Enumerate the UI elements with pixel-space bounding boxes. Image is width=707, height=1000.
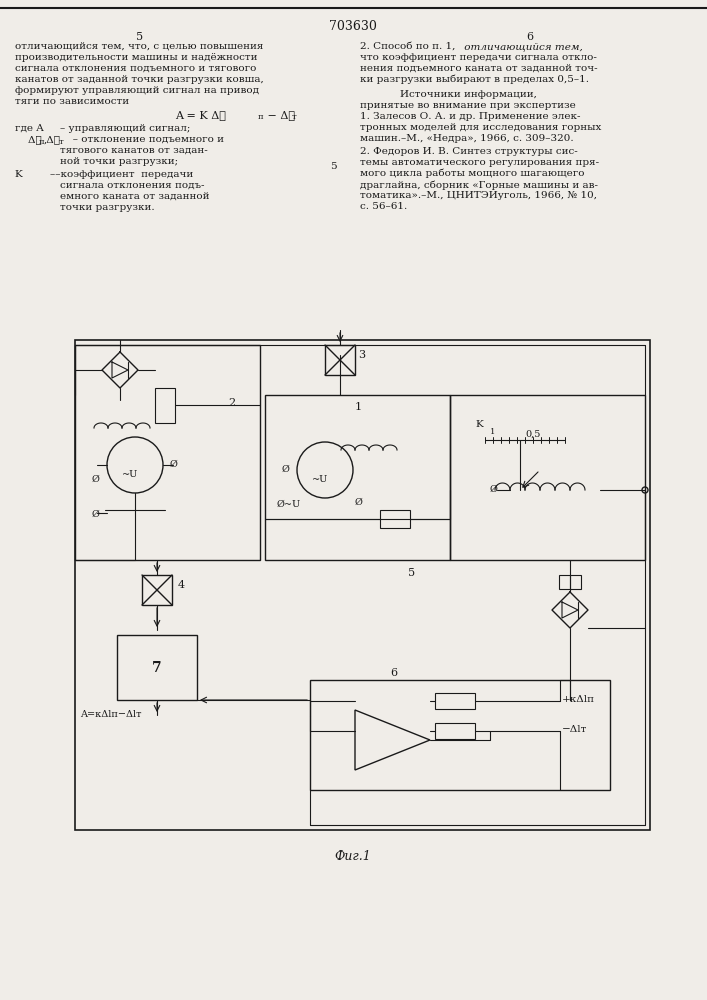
Bar — [435, 693, 475, 709]
Text: Ø~U: Ø~U — [277, 500, 301, 509]
Text: Ø: Ø — [92, 475, 100, 484]
Text: ки разгрузки выбирают в пределах 0,5–1.: ки разгрузки выбирают в пределах 0,5–1. — [360, 75, 589, 85]
Text: ,Δℓ: ,Δℓ — [44, 135, 61, 144]
Text: 7: 7 — [152, 661, 162, 675]
Bar — [117, 635, 197, 700]
Text: K: K — [475, 420, 483, 429]
Text: томатика».–М., ЦНИТЭИуголь, 1966, № 10,: томатика».–М., ЦНИТЭИуголь, 1966, № 10, — [360, 191, 597, 200]
Text: 703630: 703630 — [329, 20, 377, 33]
Text: A=кΔlп−Δlт: A=кΔlп−Δlт — [80, 710, 141, 719]
Bar — [75, 345, 260, 560]
Text: ~U: ~U — [122, 470, 139, 479]
Text: 6: 6 — [527, 32, 534, 42]
Bar — [325, 345, 355, 375]
Text: отличающийся тем,: отличающийся тем, — [461, 42, 583, 51]
Text: драглайна, сборник «Горные машины и ав-: драглайна, сборник «Горные машины и ав- — [360, 180, 598, 190]
Bar — [142, 575, 172, 605]
Text: с. 56–61.: с. 56–61. — [360, 202, 407, 211]
Bar — [75, 340, 650, 830]
Bar — [155, 388, 175, 423]
Text: Ø: Ø — [170, 460, 178, 469]
Text: Фиг.1: Фиг.1 — [334, 850, 371, 863]
Text: канатов от заданной точки разгрузки ковша,: канатов от заданной точки разгрузки ковш… — [15, 75, 264, 84]
Text: Источники информации,: Источники информации, — [400, 90, 537, 99]
Text: −Δlт: −Δlт — [562, 725, 588, 734]
Text: мого цикла работы мощного шагающего: мого цикла работы мощного шагающего — [360, 169, 585, 178]
Text: 2: 2 — [228, 398, 235, 408]
Text: ~U: ~U — [312, 475, 328, 484]
Text: Ø: Ø — [92, 510, 100, 519]
Text: – отклонение подъемного и: – отклонение подъемного и — [63, 135, 224, 144]
Text: 5: 5 — [408, 568, 415, 578]
Text: где A: где A — [15, 124, 44, 133]
Text: сигнала отклонения подъ-: сигнала отклонения подъ- — [60, 181, 204, 190]
Text: т: т — [292, 113, 297, 121]
Text: − Δℓ: − Δℓ — [264, 110, 295, 120]
Text: 6: 6 — [390, 668, 397, 678]
Text: A = K Δℓ: A = K Δℓ — [175, 110, 226, 120]
Text: K: K — [15, 170, 52, 179]
Text: точки разгрузки.: точки разгрузки. — [60, 203, 155, 212]
Text: производительности машины и надёжности: производительности машины и надёжности — [15, 53, 257, 62]
Text: 0,5: 0,5 — [525, 430, 540, 439]
Text: – управляющий сигнал;: – управляющий сигнал; — [60, 124, 190, 133]
Text: емного каната от заданной: емного каната от заданной — [60, 192, 209, 201]
Text: 5: 5 — [136, 32, 144, 42]
Bar — [265, 395, 450, 560]
Text: Ø: Ø — [282, 465, 290, 474]
Bar — [435, 723, 475, 739]
Bar — [559, 575, 581, 589]
Text: п: п — [39, 138, 45, 146]
Text: тягового канатов от задан-: тягового канатов от задан- — [60, 146, 208, 155]
Text: нения подъемного каната от заданной точ-: нения подъемного каната от заданной точ- — [360, 64, 597, 73]
Text: принятые во внимание при экспертизе: принятые во внимание при экспертизе — [360, 101, 575, 110]
Text: 5: 5 — [330, 162, 337, 171]
Text: сигнала отклонения подъемного и тягового: сигнала отклонения подъемного и тягового — [15, 64, 257, 73]
Bar — [380, 510, 410, 528]
Bar — [450, 395, 645, 560]
Text: п: п — [258, 113, 264, 121]
Text: 3: 3 — [358, 350, 365, 360]
Text: тяги по зависимости: тяги по зависимости — [15, 97, 129, 106]
Text: тронных моделей для исследования горных: тронных моделей для исследования горных — [360, 123, 602, 132]
Text: 1: 1 — [355, 402, 362, 412]
Text: 2. Федоров И. В. Синтез структуры сис-: 2. Федоров И. В. Синтез структуры сис- — [360, 147, 578, 156]
Text: 2. Способ по п. 1,: 2. Способ по п. 1, — [360, 42, 455, 51]
Text: машин.–М., «Недра», 1966, с. 309–320.: машин.–М., «Недра», 1966, с. 309–320. — [360, 134, 573, 143]
Text: ной точки разгрузки;: ной точки разгрузки; — [60, 157, 178, 166]
Text: отличающийся тем, что, с целью повышения: отличающийся тем, что, с целью повышения — [15, 42, 264, 51]
Text: +кΔlп: +кΔlп — [562, 695, 595, 704]
Text: Δℓ: Δℓ — [15, 135, 42, 144]
Bar — [310, 680, 610, 790]
Text: т: т — [59, 138, 64, 146]
Text: 4: 4 — [178, 580, 185, 590]
Text: Ø: Ø — [355, 498, 363, 507]
Text: ––коэффициент  передачи: ––коэффициент передачи — [50, 170, 193, 179]
Text: что коэффициент передачи сигнала откло-: что коэффициент передачи сигнала откло- — [360, 53, 597, 62]
Text: формируют управляющий сигнал на привод: формируют управляющий сигнал на привод — [15, 86, 259, 95]
Text: темы автоматического регулирования пря-: темы автоматического регулирования пря- — [360, 158, 599, 167]
Text: 1: 1 — [490, 428, 496, 436]
Text: Ø: Ø — [490, 485, 498, 494]
Text: 1. Залесов О. А. и др. Применение элек-: 1. Залесов О. А. и др. Применение элек- — [360, 112, 580, 121]
